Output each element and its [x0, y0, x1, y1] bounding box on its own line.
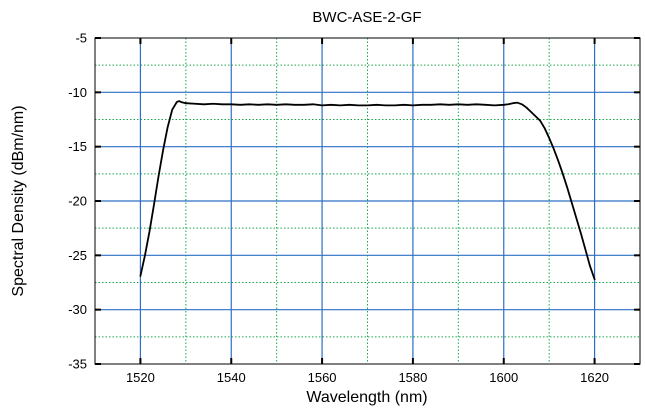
x-axis-title: Wavelength (nm) — [306, 389, 427, 406]
x-tick-label: 1540 — [217, 370, 246, 385]
x-tick-label: 1620 — [580, 370, 609, 385]
series-layer — [139, 100, 596, 281]
y-tick-label: -35 — [68, 357, 87, 372]
y-tick-label: -20 — [68, 194, 87, 209]
y-tick-labels: -5 -10 -15 -20 -25 -30 -35 — [68, 31, 87, 372]
y-tick-label: -10 — [68, 85, 87, 100]
chart-title: BWC-ASE-2-GF — [312, 9, 421, 26]
y-tick-label: -30 — [68, 302, 87, 317]
y-tick-label: -25 — [68, 248, 87, 263]
y-tick-label: -15 — [68, 139, 87, 154]
spectrum-series-line — [139, 100, 596, 281]
y-axis-title: Spectral Density (dBm/nm) — [10, 105, 27, 296]
x-tick-labels: 1520 1540 1560 1580 1600 1620 — [126, 370, 609, 385]
tick-marks — [95, 37, 640, 365]
x-tick-label: 1560 — [308, 370, 337, 385]
x-tick-label: 1600 — [489, 370, 518, 385]
major-grid — [95, 38, 640, 364]
x-tick-label: 1520 — [126, 370, 155, 385]
x-tick-label: 1580 — [398, 370, 427, 385]
y-tick-label: -5 — [75, 31, 87, 46]
